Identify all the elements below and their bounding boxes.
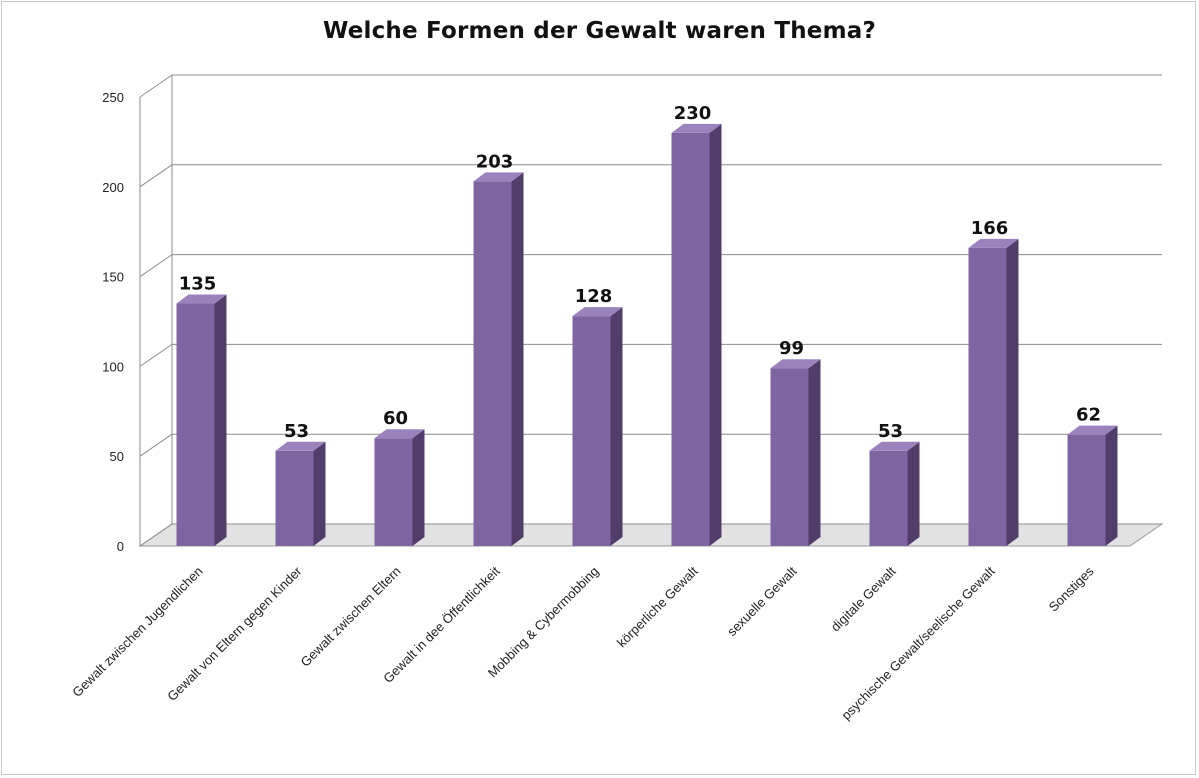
gridline-depth <box>139 74 173 98</box>
bar-top <box>1067 425 1118 435</box>
bar-side <box>709 123 722 547</box>
x-tick-label: Gewalt zwischen Eltern <box>297 564 403 670</box>
y-axis: 0 50 100 150 200 250 <box>102 90 124 554</box>
y-tick-label: 150 <box>102 270 124 285</box>
data-label: 230 <box>674 103 712 124</box>
data-label: 60 <box>383 408 408 429</box>
bar-side <box>313 441 326 546</box>
bar <box>1067 425 1118 546</box>
data-label: 62 <box>1076 405 1101 426</box>
y-tick-label: 0 <box>117 539 124 554</box>
bar-top <box>473 172 524 182</box>
bar <box>869 441 920 546</box>
gridline-depth <box>139 433 173 457</box>
bar-top <box>968 238 1019 248</box>
bar-front <box>176 303 215 546</box>
gridline-depth <box>139 343 173 367</box>
bar-front <box>968 247 1007 546</box>
bar-top <box>374 429 425 439</box>
bar-top <box>572 307 623 317</box>
x-tick-label: digitale Gewalt <box>828 563 899 634</box>
y-tick-label: 250 <box>102 90 124 105</box>
bar-top <box>275 441 326 451</box>
bar <box>374 429 425 546</box>
data-labels: 135 53 60 203 128 230 99 53 166 62 <box>179 103 1101 442</box>
data-label: 203 <box>476 151 514 172</box>
y-tick-label: 200 <box>102 180 124 195</box>
bar <box>176 294 227 546</box>
gridline-depth <box>139 164 173 188</box>
bar-side <box>412 429 425 546</box>
y-tick-label: 50 <box>110 449 124 464</box>
data-label: 166 <box>971 218 1009 239</box>
bar <box>770 359 821 546</box>
data-label: 53 <box>284 421 309 442</box>
bar-front <box>671 132 710 547</box>
bar-front <box>275 450 314 546</box>
x-tick-label: körperliche Gewalt <box>614 563 701 650</box>
x-tick-label: Sonstiges <box>1046 563 1097 614</box>
bar <box>671 123 722 547</box>
bar-front <box>374 438 413 546</box>
bar-top <box>671 123 722 133</box>
y-tick-label: 100 <box>102 359 124 374</box>
bar <box>572 307 623 546</box>
bar-front <box>572 316 611 546</box>
bar-front <box>1067 434 1106 546</box>
chart-title: Welche Formen der Gewalt waren Thema? <box>322 18 877 44</box>
bar-top <box>770 359 821 369</box>
bar <box>968 238 1019 546</box>
x-tick-label: Gewalt in dee Öffentlichkeit <box>380 563 503 686</box>
bar <box>275 441 326 546</box>
bars <box>176 123 1118 547</box>
data-label: 53 <box>878 421 903 442</box>
bar-top <box>869 441 920 451</box>
bar-front <box>473 181 512 547</box>
bar <box>473 172 524 547</box>
bar-side <box>610 307 623 546</box>
bar-side <box>907 441 920 546</box>
bar-front <box>770 368 809 546</box>
gridline-depth <box>139 523 173 547</box>
data-label: 128 <box>575 286 613 307</box>
bar-side <box>808 359 821 546</box>
bar-side <box>511 172 524 547</box>
gridline-depth <box>139 254 173 278</box>
bar-side <box>1105 425 1118 546</box>
bar-top <box>176 294 227 304</box>
x-tick-label: sexuelle Gewalt <box>724 563 800 639</box>
bar-side <box>214 294 227 546</box>
bar-side <box>1006 238 1019 546</box>
x-tick-label: Mobbing & Cybermobbing <box>485 564 602 681</box>
x-tick-label: psychische Gewalt/seelische Gewalt <box>838 563 998 723</box>
data-label: 99 <box>779 338 804 359</box>
data-label: 135 <box>179 274 217 295</box>
bar-front <box>869 450 908 546</box>
